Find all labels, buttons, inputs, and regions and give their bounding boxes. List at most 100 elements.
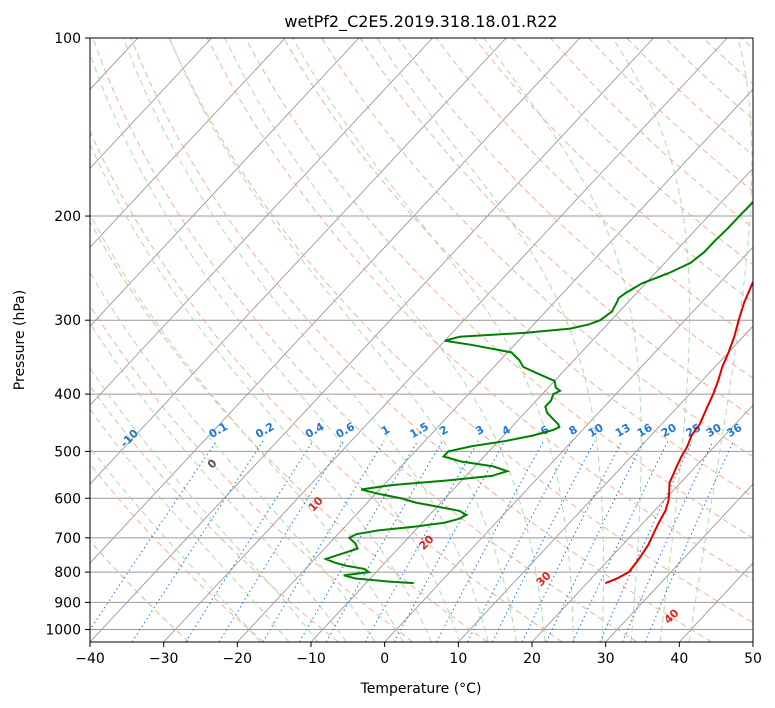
mixing-ratio-line <box>467 440 573 642</box>
dry-adiabat-line <box>741 38 753 50</box>
mixing-ratio-line <box>218 440 345 642</box>
mixing-ratio-label: 2 <box>437 423 450 438</box>
isotherm-line <box>90 38 286 248</box>
y-tick-label: 800 <box>54 565 81 581</box>
dry-adiabat-line <box>92 38 638 642</box>
dry-adiabat-line <box>90 463 264 642</box>
y-axis: 100 200 300 400 500 600 700 800 900 1000 <box>45 31 90 638</box>
plot-frame <box>89 37 754 643</box>
y-tick-label: 400 <box>54 387 81 403</box>
x-tick-label: 30 <box>597 651 615 667</box>
x-tick-label: 40 <box>670 651 688 667</box>
y-tick-label: 600 <box>54 491 81 507</box>
mixing-ratio-label: 0.2 <box>253 420 276 441</box>
isotherm-grid <box>0 38 753 642</box>
y-tick-label: 500 <box>54 444 81 460</box>
moist-adiabat-line <box>90 142 432 642</box>
mixing-ratio-label: 36 <box>724 421 744 440</box>
chart-title: wetPf2_C2E5.2019.318.18.01.R22 <box>284 12 557 32</box>
moist-adiabat-line <box>90 367 319 642</box>
isotherm-line <box>384 246 753 642</box>
adiabat-label: 40 <box>662 606 682 626</box>
dry-adiabat-line <box>702 38 753 85</box>
dry-adiabat-line <box>435 38 753 341</box>
moist-adiabat-line <box>90 271 376 642</box>
isotherm-line <box>0 38 64 642</box>
mixing-ratio-label: 0.1 <box>207 420 230 441</box>
dry-adiabat-line <box>244 38 753 539</box>
moist-adiabat-line <box>292 38 575 642</box>
temperature-line <box>604 280 753 585</box>
mixing-ratio-line <box>435 440 545 642</box>
isotherm-line <box>90 38 360 327</box>
dry-adiabat-line <box>473 38 753 303</box>
mixing-ratio-line <box>521 440 623 642</box>
y-axis-label: Pressure (hPa) <box>12 290 28 390</box>
mixing-ratio-line <box>131 440 264 642</box>
moist-adiabat-line <box>483 38 642 642</box>
isotherm-line <box>90 38 433 406</box>
x-axis-label: Temperature (°C) <box>360 681 482 697</box>
x-axis: −40 −30 −20 −10 0 10 20 30 40 50 <box>75 642 762 667</box>
mixing-ratio-line <box>491 440 596 642</box>
dry-adiabats <box>90 38 753 642</box>
mixing-ratio-line <box>364 440 479 642</box>
moist-adiabat-line <box>168 38 517 642</box>
isotherm-line <box>90 38 654 642</box>
mixing-ratio-line <box>298 440 419 642</box>
moist-adiabat-line <box>612 38 691 642</box>
mixing-ratio-line <box>325 440 443 642</box>
isotherm-line <box>310 167 753 642</box>
mixing-ratio-label: 4 <box>500 423 513 438</box>
moist-adiabat-line <box>90 52 461 642</box>
moist-adiabat-line <box>90 322 347 642</box>
dry-adiabat-line <box>321 38 753 458</box>
mixing-ratio-line <box>185 440 314 642</box>
adiabat-label: 20 <box>416 532 436 552</box>
isotherm-line <box>90 38 212 169</box>
dry-adiabat-line <box>90 220 488 642</box>
y-tick-label: 200 <box>54 209 81 225</box>
dry-adiabat-line <box>90 130 563 642</box>
mixing-ratio-label: 3 <box>473 423 486 438</box>
dry-adiabat-line <box>130 38 712 642</box>
mixing-ratio-label: 8 <box>567 423 580 438</box>
dry-adiabat-line <box>283 38 753 498</box>
mixing-ratio-line <box>572 440 669 642</box>
dry-adiabat-line <box>397 38 753 379</box>
y-tick-label: 700 <box>54 531 81 547</box>
x-tick-label: 50 <box>744 651 762 667</box>
moist-adiabat-line <box>688 38 753 642</box>
dry-adiabat-line <box>206 38 753 581</box>
isotherm-line <box>90 38 507 485</box>
x-tick-label: 20 <box>523 651 541 667</box>
mixing-ratio-line <box>393 440 506 642</box>
moist-adiabats <box>90 38 753 642</box>
isotherm-line <box>679 562 753 642</box>
dry-adiabat-line <box>550 38 753 229</box>
mixing-ratio-line <box>644 440 735 642</box>
isotherm-line <box>531 404 753 642</box>
x-tick-label: −10 <box>296 651 326 667</box>
moist-adiabat-line <box>123 38 489 642</box>
x-tick-label: 10 <box>449 651 467 667</box>
x-tick-label: −40 <box>75 651 105 667</box>
x-tick-label: −20 <box>223 651 253 667</box>
isotherm-line <box>605 483 753 642</box>
dewpoint-line <box>322 200 753 585</box>
isotherm-line <box>752 641 753 642</box>
dry-adiabat-line <box>664 38 753 121</box>
profile-series <box>322 200 753 585</box>
x-tick-label: −30 <box>149 651 179 667</box>
mixing-ratio-label: 0.4 <box>303 420 327 441</box>
dry-adiabat-line <box>90 385 339 642</box>
mixing-ratio-label: 16 <box>635 421 655 440</box>
x-tick-label: 0 <box>380 651 389 667</box>
y-tick-label: 1000 <box>45 622 81 638</box>
mixing-ratio-line <box>545 440 645 642</box>
dry-adiabat-line <box>90 540 190 642</box>
y-tick-label: 900 <box>54 595 81 611</box>
adiabat-label: -10 <box>118 427 141 450</box>
